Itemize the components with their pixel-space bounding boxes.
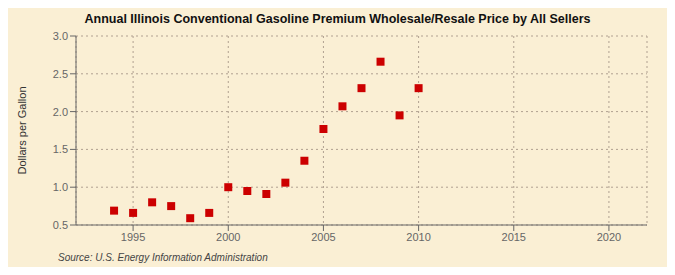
svg-text:2000: 2000: [216, 231, 240, 243]
svg-text:3.0: 3.0: [53, 30, 68, 42]
svg-text:1.0: 1.0: [53, 181, 68, 193]
html-text:Source: U.S. Energy Informatio: Source: U.S. Energy Information Administ…: [58, 252, 268, 263]
svg-text:2.5: 2.5: [53, 68, 68, 80]
svg-text:2005: 2005: [311, 231, 335, 243]
svg-text:2020: 2020: [597, 231, 621, 243]
svg-text:0.5: 0.5: [53, 219, 68, 231]
svg-text:Dollars per Gallon: Dollars per Gallon: [16, 86, 28, 174]
svg-text:2015: 2015: [502, 231, 526, 243]
svg-text:1.5: 1.5: [53, 143, 68, 155]
html-text:Annual Illinois Conventional G: Annual Illinois Conventional Gasoline Pr…: [84, 12, 591, 26]
svg-text:2010: 2010: [406, 231, 430, 243]
svg-text:1995: 1995: [121, 231, 145, 243]
svg-text:2.0: 2.0: [53, 106, 68, 118]
